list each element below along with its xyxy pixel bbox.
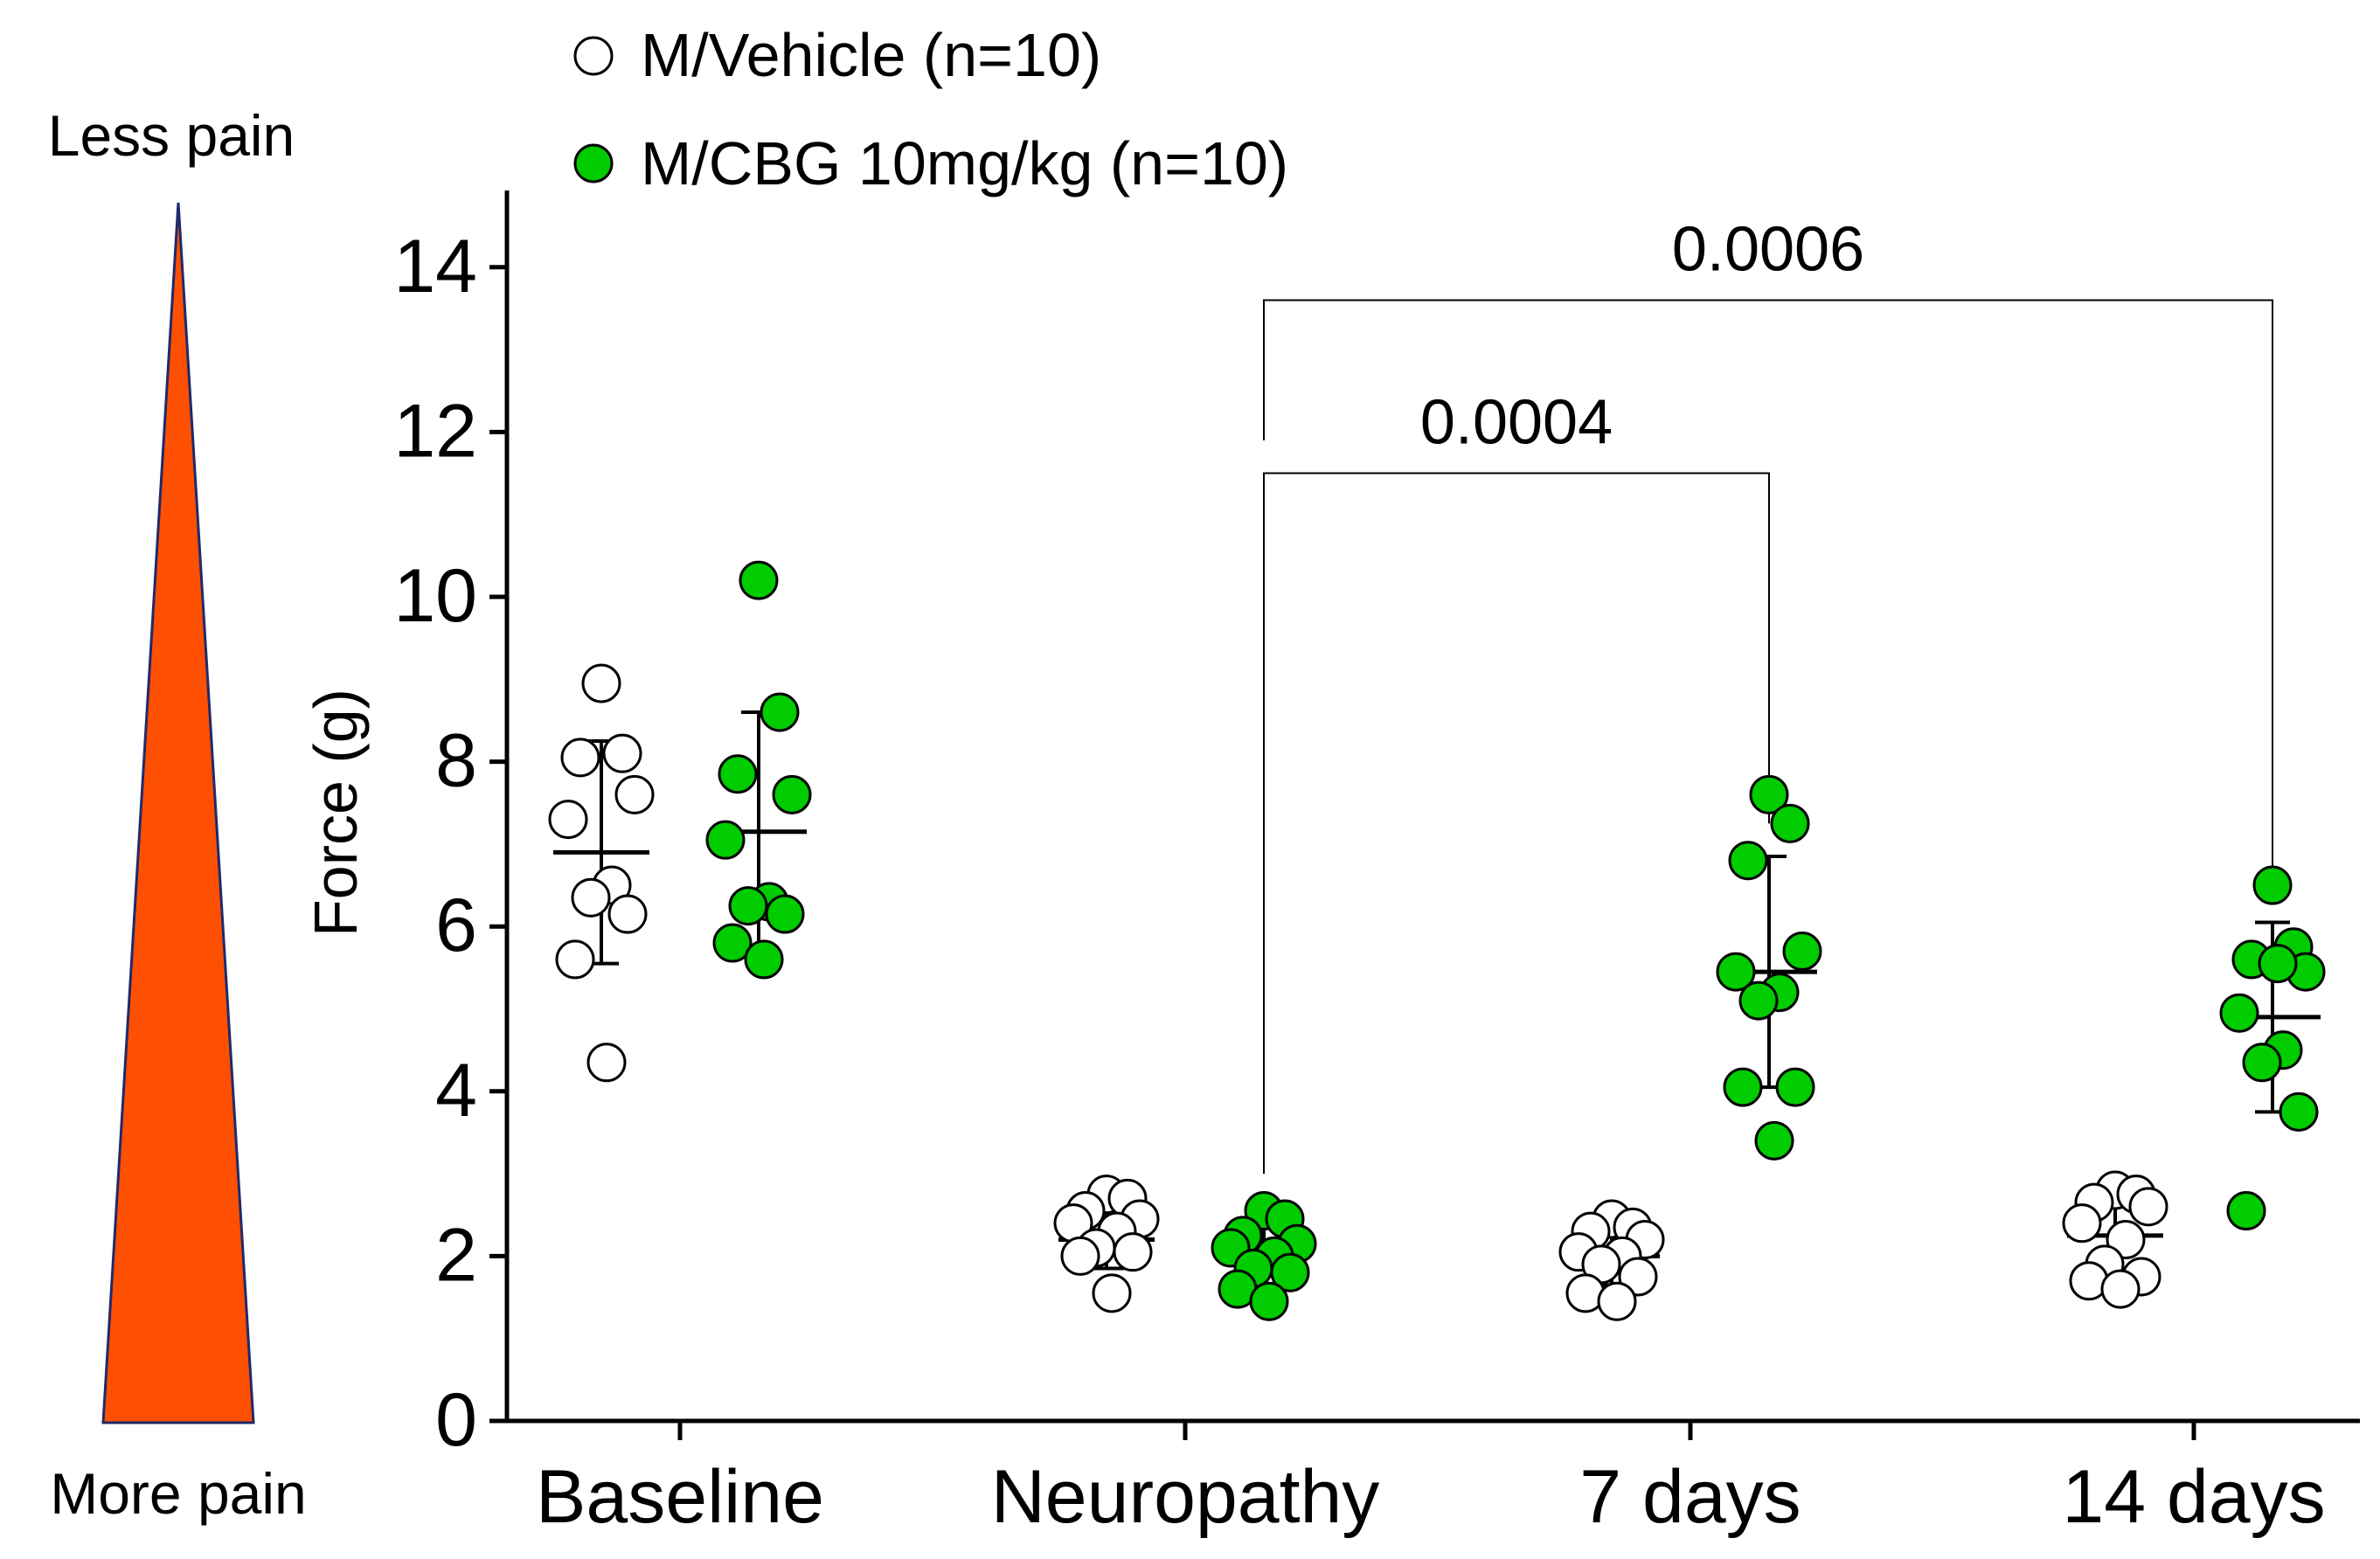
- data-point-cbg: [2242, 1043, 2282, 1083]
- axes: [504, 191, 2360, 1424]
- data-point-vehicle: [560, 738, 600, 778]
- data-point-vehicle: [586, 1043, 627, 1083]
- data-point-cbg: [1249, 1281, 1289, 1321]
- data-point-cbg: [1749, 774, 1789, 814]
- y-tick-label: 14: [393, 225, 477, 308]
- y-tick-label: 0: [435, 1378, 477, 1462]
- pain-scale-top-label: Less pain: [48, 103, 295, 168]
- legend-label-cbg: M/CBG 10mg/kg (n=10): [641, 129, 1288, 197]
- significance-bracket: [1263, 299, 2273, 890]
- y-axis-label: Force (g): [302, 689, 370, 937]
- x-ticks: Baseline Neuropathy 7 days 14 days: [536, 1423, 2326, 1539]
- data-point-cbg: [1754, 1120, 1794, 1161]
- data-point-vehicle: [555, 939, 595, 980]
- data-point-cbg: [2219, 993, 2259, 1033]
- data-point-cbg: [712, 923, 753, 963]
- y-ticks: 0 2 4 6 8 10 12 14: [393, 225, 507, 1462]
- data-point-cbg: [739, 560, 779, 600]
- significance-brackets: 0.0004 0.0006: [1263, 215, 2273, 1174]
- data-points: [548, 560, 2326, 1321]
- data-point-cbg: [1716, 952, 1756, 992]
- data-point-cbg: [1738, 980, 1779, 1021]
- data-point-vehicle: [548, 800, 588, 840]
- data-point-cbg: [2258, 944, 2298, 984]
- data-point-cbg: [760, 692, 800, 732]
- pain-scale-bottom-label: More pain: [50, 1461, 307, 1526]
- data-point-vehicle: [571, 877, 611, 918]
- data-point-cbg: [1270, 1252, 1310, 1292]
- data-point-vehicle: [2100, 1269, 2141, 1309]
- x-tick-label: 14 days: [2062, 1455, 2325, 1539]
- data-point-vehicle: [1597, 1281, 1637, 1321]
- data-point-cbg: [728, 886, 768, 926]
- y-tick-label: 8: [435, 719, 477, 803]
- data-point-cbg: [718, 754, 758, 794]
- legend: M/Vehicle (n=10) M/CBG 10mg/kg (n=10): [573, 21, 1288, 197]
- data-point-cbg: [765, 894, 805, 934]
- significance-bracket: [1263, 472, 1770, 1174]
- data-point-vehicle: [2062, 1203, 2102, 1244]
- data-point-vehicle: [607, 894, 648, 934]
- x-tick-label: Neuropathy: [991, 1455, 1380, 1539]
- x-tick-label: Baseline: [536, 1455, 824, 1539]
- data-point-vehicle: [1092, 1273, 1132, 1313]
- data-point-vehicle: [614, 774, 655, 814]
- legend-marker-vehicle: [573, 36, 614, 76]
- data-point-vehicle: [581, 663, 621, 703]
- data-point-cbg: [1775, 1067, 1815, 1107]
- pain-scale-triangle: [101, 202, 255, 1424]
- data-point-cbg: [2279, 1091, 2319, 1132]
- data-point-vehicle: [602, 733, 642, 773]
- data-point-cbg: [705, 820, 746, 860]
- legend-label-vehicle: M/Vehicle (n=10): [641, 21, 1101, 89]
- data-point-cbg: [1770, 803, 1810, 843]
- y-tick-label: 6: [435, 883, 477, 967]
- data-point-cbg: [744, 939, 784, 980]
- legend-marker-cbg: [573, 143, 614, 184]
- y-tick-label: 2: [435, 1213, 477, 1297]
- pain-scale: Less pain More pain: [48, 103, 307, 1526]
- data-point-cbg: [2252, 865, 2293, 905]
- error-bars: [553, 710, 2321, 1287]
- data-point-cbg: [772, 774, 812, 814]
- y-tick-label: 12: [393, 389, 477, 473]
- data-point-cbg: [1728, 841, 1768, 881]
- p-value-label: 0.0006: [1672, 215, 1864, 285]
- y-tick-label: 4: [435, 1049, 477, 1133]
- data-point-vehicle: [1113, 1232, 1153, 1272]
- data-point-cbg: [1723, 1067, 1763, 1107]
- x-tick-label: 7 days: [1579, 1455, 1801, 1539]
- data-point-vehicle: [2128, 1187, 2168, 1227]
- data-point-cbg: [2226, 1191, 2266, 1231]
- data-point-vehicle: [1060, 1236, 1100, 1276]
- p-value-label: 0.0004: [1420, 388, 1613, 458]
- data-point-cbg: [1782, 931, 1822, 971]
- y-tick-label: 10: [393, 554, 477, 638]
